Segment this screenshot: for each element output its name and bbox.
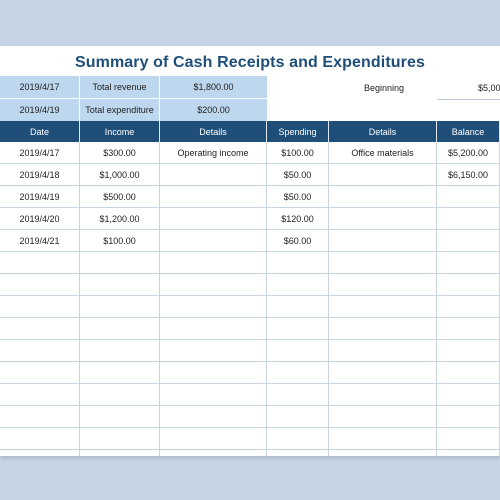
- column-gridline: [436, 142, 437, 456]
- sheet-title: Summary of Cash Receipts and Expenditure…: [75, 54, 425, 71]
- column-gridline: [159, 142, 160, 456]
- cell-income[interactable]: $1,200.00: [99, 214, 140, 224]
- column-gridline: [328, 142, 329, 456]
- row-gridline: [0, 207, 500, 208]
- cell-balance[interactable]: [437, 230, 499, 252]
- row-gridline: [0, 427, 500, 428]
- row-gridline: [0, 405, 500, 406]
- row-gridline: [0, 251, 500, 252]
- cell-spending[interactable]: $100.00: [281, 148, 314, 158]
- beginning-value[interactable]: $5,00: [478, 83, 500, 93]
- cell-income[interactable]: $100.00: [103, 236, 136, 246]
- cell-date[interactable]: 2019/4/17: [19, 148, 60, 158]
- summary-label-revenue[interactable]: Total revenue: [80, 76, 159, 98]
- cell-spending-details[interactable]: Office materials: [351, 148, 414, 158]
- cell-spending-details[interactable]: [329, 230, 436, 252]
- cell-balance[interactable]: $6,150.00: [447, 170, 489, 180]
- row-gridline: [0, 339, 500, 340]
- beginning-underline: [437, 99, 500, 100]
- header-date[interactable]: Date: [29, 126, 49, 137]
- column-gridline: [266, 142, 267, 456]
- row-gridline: [0, 317, 500, 318]
- cell-balance[interactable]: [437, 208, 499, 230]
- header-spending-details[interactable]: Details: [368, 126, 397, 137]
- cell-spending[interactable]: $120.00: [281, 214, 314, 224]
- header-divider: [328, 121, 329, 142]
- header-income[interactable]: Income: [104, 126, 135, 137]
- cell-income-details[interactable]: Operating income: [177, 148, 249, 158]
- row-gridline: [0, 229, 500, 230]
- header-divider: [266, 121, 267, 142]
- header-divider: [436, 121, 437, 142]
- cell-date[interactable]: 2019/4/20: [19, 214, 60, 224]
- header-divider: [79, 121, 80, 142]
- summary-date-1[interactable]: 2019/4/17: [0, 76, 79, 98]
- cell-date[interactable]: 2019/4/18: [19, 170, 60, 180]
- summary-value-revenue[interactable]: $1,800.00: [160, 76, 267, 98]
- row-gridline: [0, 185, 500, 186]
- cell-spending-details[interactable]: [329, 186, 436, 208]
- cell-balance[interactable]: $5,200.00: [447, 148, 489, 158]
- row-gridline: [0, 361, 500, 362]
- cell-income-details[interactable]: [160, 164, 266, 186]
- table-body: 2019/4/17 $300.00 Operating income $100.00 O…: [0, 142, 500, 456]
- cell-date[interactable]: 2019/4/19: [19, 192, 60, 202]
- cell-income[interactable]: $300.00: [103, 148, 136, 158]
- cell-spending-details[interactable]: [329, 208, 436, 230]
- spreadsheet-sheet: Summary of Cash Receipts and Expenditure…: [0, 46, 500, 456]
- row-gridline: [0, 273, 500, 274]
- row-gridline: [0, 163, 500, 164]
- cell-income[interactable]: $500.00: [103, 192, 136, 202]
- row-gridline: [0, 295, 500, 296]
- column-gridline: [79, 142, 80, 456]
- cell-income[interactable]: $1,000.00: [99, 170, 140, 180]
- table-header-row: Date Income Details Spending Details Bal…: [0, 121, 500, 142]
- cell-spending[interactable]: $50.00: [283, 192, 312, 202]
- cell-income-details[interactable]: [160, 186, 266, 208]
- cell-spending[interactable]: $60.00: [283, 236, 312, 246]
- cell-income-details[interactable]: [160, 230, 266, 252]
- summary-label-expenditure[interactable]: Total expenditure: [80, 99, 159, 121]
- summary-date-2[interactable]: 2019/4/19: [0, 99, 79, 121]
- cell-spending[interactable]: $50.00: [283, 170, 312, 180]
- beginning-label[interactable]: Beginning: [364, 83, 405, 93]
- cell-income-details[interactable]: [160, 208, 266, 230]
- cell-date[interactable]: 2019/4/21: [19, 236, 60, 246]
- header-income-details[interactable]: Details: [199, 126, 227, 137]
- header-spending[interactable]: Spending: [278, 126, 317, 137]
- row-gridline: [0, 449, 500, 450]
- summary-value-expenditure[interactable]: $200.00: [160, 99, 267, 121]
- cell-balance[interactable]: [437, 186, 499, 208]
- cell-spending-details[interactable]: [329, 164, 436, 186]
- row-gridline: [0, 383, 500, 384]
- header-divider: [159, 121, 160, 142]
- header-balance[interactable]: Balance: [451, 126, 485, 137]
